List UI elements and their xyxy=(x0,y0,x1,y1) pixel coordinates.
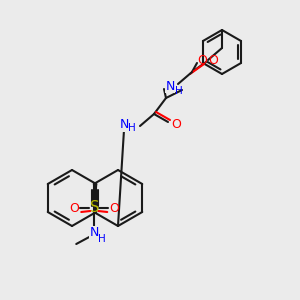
Text: O: O xyxy=(197,55,207,68)
Text: N: N xyxy=(90,226,99,239)
Text: O: O xyxy=(171,118,181,130)
Text: H: H xyxy=(98,234,106,244)
Text: O: O xyxy=(109,202,119,215)
Text: H: H xyxy=(128,123,136,133)
Text: N: N xyxy=(165,80,175,92)
Text: S: S xyxy=(90,200,99,215)
Text: O: O xyxy=(208,53,218,67)
Text: H: H xyxy=(175,86,183,96)
Text: O: O xyxy=(69,202,79,215)
Text: N: N xyxy=(119,118,129,131)
